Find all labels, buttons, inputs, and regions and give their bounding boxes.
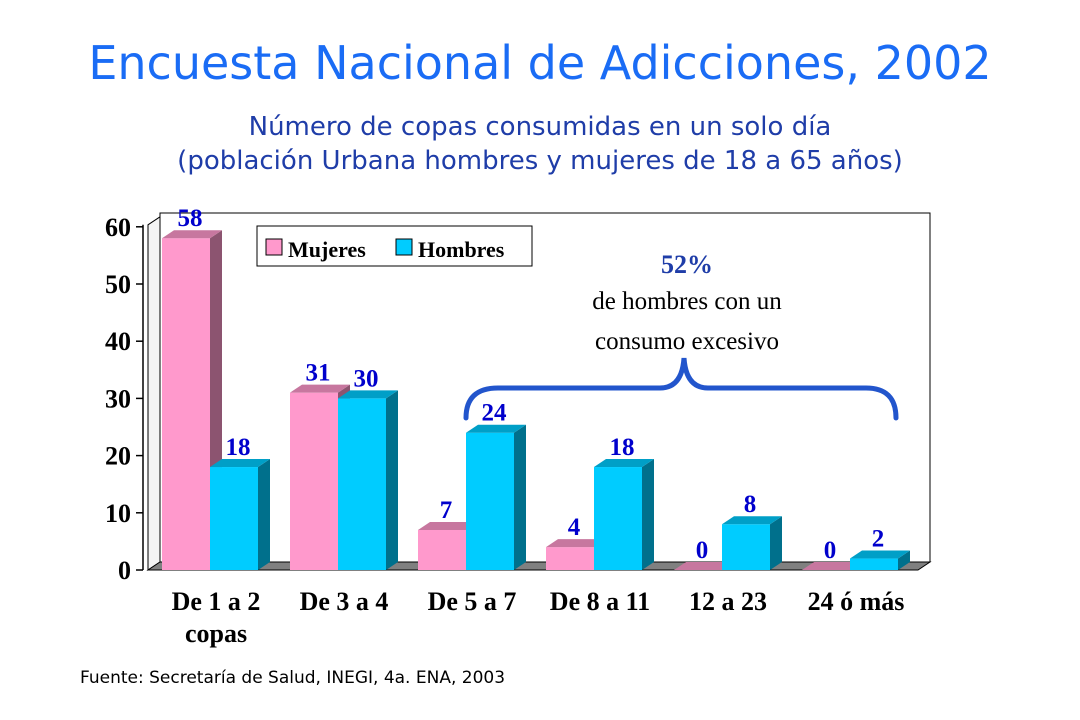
annotation-line1: de hombres con un [592,288,782,315]
data-label-hombres: 2 [872,526,885,553]
bar-hombres [338,390,398,570]
x-tick-label: copas [185,619,247,648]
bar-front [466,432,514,570]
data-label-hombres: 18 [610,434,635,461]
bar-hombres [594,459,654,570]
data-label-hombres: 30 [354,365,379,392]
bar-top [850,550,910,559]
bar-top [674,562,734,570]
legend-swatch-hombres [395,238,413,256]
data-label-mujeres: 58 [178,205,203,232]
annotation-percent: 52% [661,250,713,279]
y-tick-label: 20 [105,442,131,471]
labels-layer: 58 18 31 30 7 24 4 18 0 8 0 2 [178,205,885,564]
data-label-hombres: 24 [482,400,508,427]
legend: Mujeres Hombres [256,225,533,267]
y-tick-label: 50 [105,270,131,299]
bar-front [594,467,642,570]
bar-hombres [466,424,526,570]
annotation-brace [463,357,899,421]
bar-side [898,550,910,570]
legend-label-hombres: Hombres [418,237,505,262]
bar-top [290,384,350,393]
bar-top [802,562,862,570]
bar-top [210,459,270,468]
bar-side [642,459,654,570]
chart-subtitle: Número de copas consumidas en un solo dí… [248,112,832,142]
bar-mujeres [802,562,862,570]
bar-top [418,521,478,530]
bar-top [162,230,222,239]
bar-top [594,459,654,468]
data-label-mujeres: 0 [696,537,709,564]
bar-hombres [210,459,270,570]
x-tick-label: De 8 a 11 [550,587,650,616]
legend-label-mujeres: Mujeres [288,237,366,262]
data-label-hombres: 8 [744,491,757,518]
bar-top [546,539,606,548]
bar-side [386,390,398,570]
bar-mujeres [674,562,734,570]
y-tick-label: 10 [105,499,131,528]
legend-box [256,225,533,267]
x-tick-label: De 1 a 2 [172,587,261,616]
bar-front [418,529,466,570]
page-title: Encuesta Nacional de Adicciones, 2002 [88,36,992,90]
bar-top [338,390,398,399]
y-tick-label: 60 [105,213,131,242]
data-label-hombres: 18 [226,434,251,461]
bar-front [546,547,594,570]
side-wall [147,215,161,571]
bar-front [722,524,770,570]
data-label-mujeres: 4 [568,514,581,541]
bar-side [770,516,782,570]
legend-swatch-mujeres [265,238,283,256]
bar-front [290,392,338,570]
bar-front [850,558,898,570]
bar-hombres [850,550,910,570]
data-label-mujeres: 0 [824,537,837,564]
y-tick-label: 30 [105,384,131,413]
x-tick-label: De 5 a 7 [428,587,517,616]
annotation-line2: consumo excesivo [595,328,779,355]
x-tick-label: 24 ó más [808,587,905,616]
bar-hombres [722,516,782,570]
chart-subtitle-population: (población Urbana hombres y mujeres de 1… [177,146,903,176]
x-tick-label: 12 a 23 [689,587,767,616]
bar-front [210,467,258,570]
bar-top [722,516,782,525]
data-label-mujeres: 7 [440,497,453,524]
bar-front [162,238,210,571]
y-tick-label: 40 [105,327,131,356]
source-note: Fuente: Secretaría de Salud, INEGI, 4a. … [80,668,506,688]
bar-side [514,424,526,570]
annotation: 52% de hombres con un consumo excesivo [463,250,899,421]
y-tick-label: 0 [118,556,131,585]
data-label-mujeres: 31 [306,360,331,387]
bars-layer [162,230,910,571]
bar-top [466,424,526,433]
x-tick-label: De 3 a 4 [300,587,389,616]
bar-side [258,459,270,570]
bar-front [338,398,386,570]
